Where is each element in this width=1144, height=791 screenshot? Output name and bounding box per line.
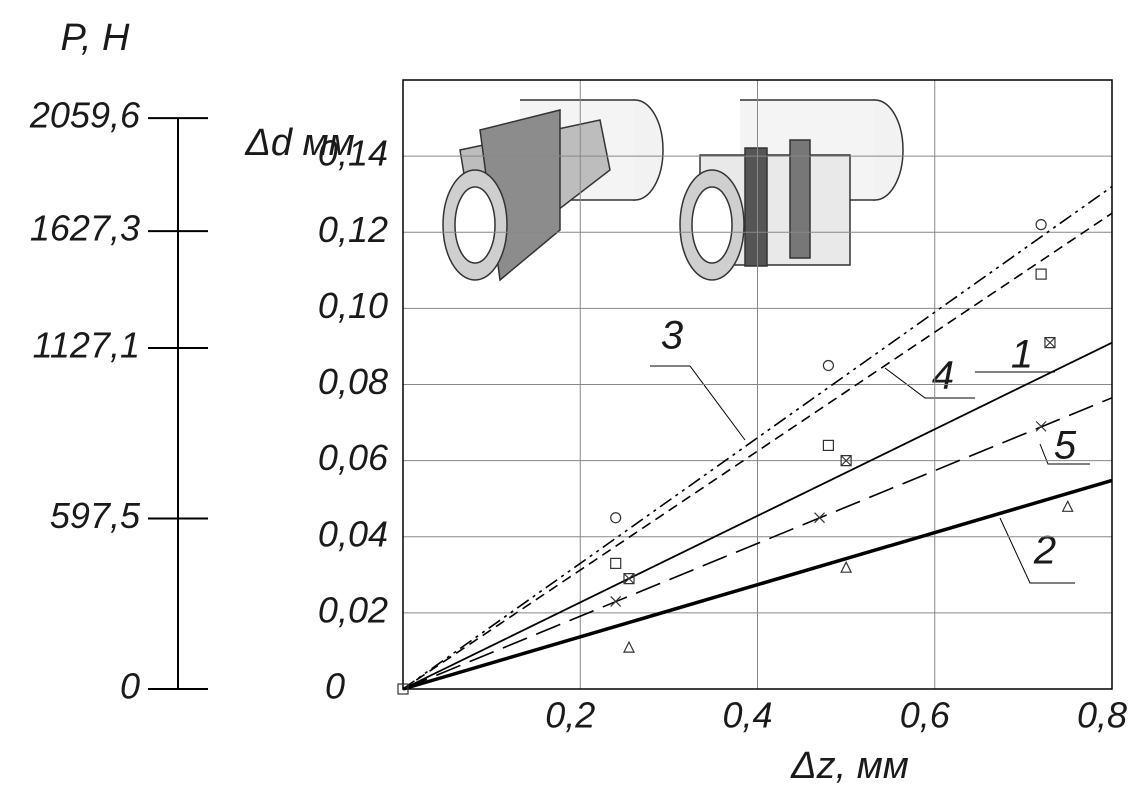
chart: 3 4 1 5 2 Δd мм Δz, мм P, H 00,020,040,0… xyxy=(0,0,1144,791)
p-tick-label: 1127,1 xyxy=(33,324,140,365)
y-tick-label: 0,12 xyxy=(318,209,388,250)
y-tick-label: 0,06 xyxy=(318,437,389,478)
point xyxy=(1045,338,1055,348)
x-tick-label: 0,4 xyxy=(722,695,772,736)
y-tick-label: 0,02 xyxy=(318,589,388,630)
p-tick-label: 2059,6 xyxy=(29,95,141,136)
point xyxy=(611,558,621,568)
point xyxy=(611,596,621,606)
x-axis-label: Δz, мм xyxy=(790,745,909,787)
p-tick-label: 1627,3 xyxy=(30,208,140,249)
point xyxy=(823,440,833,450)
point xyxy=(1036,220,1046,230)
curve-label: 1 xyxy=(1011,333,1033,377)
y-tick-label: 0,04 xyxy=(318,513,388,554)
p-tick-label: 0 xyxy=(120,666,140,707)
x-tick-label: 0,2 xyxy=(545,695,595,736)
point xyxy=(1063,501,1073,511)
curve-label: 3 xyxy=(661,314,683,358)
x-tick-label: 0,8 xyxy=(1077,695,1127,736)
p-tick-label: 597,5 xyxy=(50,495,141,536)
y-tick-label: 0,08 xyxy=(318,361,388,402)
point xyxy=(611,513,621,523)
p-axis-label: P, H xyxy=(60,17,130,59)
curve-label: 2 xyxy=(1033,529,1056,573)
point xyxy=(1036,421,1046,431)
point xyxy=(841,562,851,572)
y-tick-label: 0 xyxy=(325,666,345,707)
point xyxy=(624,574,634,584)
x-tick-label: 0,6 xyxy=(900,695,951,736)
point xyxy=(823,360,833,370)
y-tick-label: 0,10 xyxy=(318,285,388,326)
part-illustration xyxy=(443,100,903,280)
point xyxy=(1036,269,1046,279)
y-tick-label: 0,14 xyxy=(318,133,388,174)
point xyxy=(624,642,634,652)
point xyxy=(815,513,825,523)
